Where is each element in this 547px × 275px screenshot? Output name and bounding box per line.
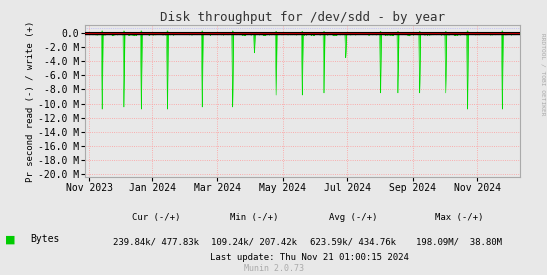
Text: ■: ■ [5, 234, 16, 244]
Title: Disk throughput for /dev/sdd - by year: Disk throughput for /dev/sdd - by year [160, 10, 445, 24]
Text: 198.09M/  38.80M: 198.09M/ 38.80M [416, 238, 503, 246]
Text: Cur (-/+): Cur (-/+) [132, 213, 180, 222]
Text: Min (-/+): Min (-/+) [230, 213, 278, 222]
Text: Last update: Thu Nov 21 01:00:15 2024: Last update: Thu Nov 21 01:00:15 2024 [210, 253, 409, 262]
Text: RRDTOOL / TOBI OETIKER: RRDTOOL / TOBI OETIKER [541, 33, 546, 116]
Text: 623.59k/ 434.76k: 623.59k/ 434.76k [310, 238, 396, 246]
Y-axis label: Pr second read (-) / write (+): Pr second read (-) / write (+) [26, 20, 36, 182]
Text: Bytes: Bytes [30, 234, 60, 244]
Text: Munin 2.0.73: Munin 2.0.73 [243, 264, 304, 273]
Text: 239.84k/ 477.83k: 239.84k/ 477.83k [113, 238, 199, 246]
Text: Max (-/+): Max (-/+) [435, 213, 484, 222]
Text: Avg (-/+): Avg (-/+) [329, 213, 377, 222]
Text: 109.24k/ 207.42k: 109.24k/ 207.42k [211, 238, 298, 246]
